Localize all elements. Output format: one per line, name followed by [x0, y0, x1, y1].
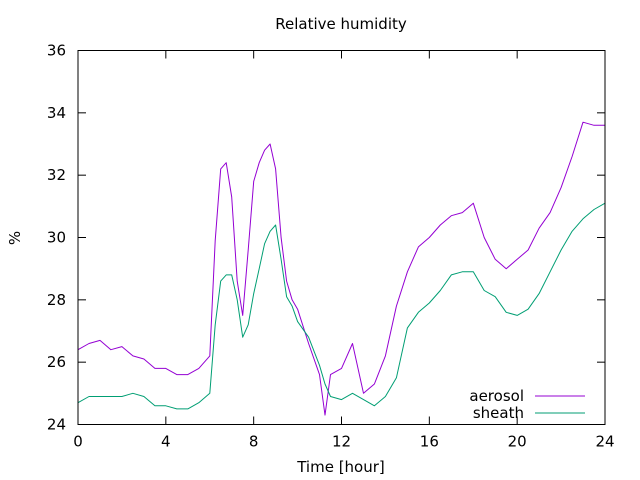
x-tick-label: 12: [332, 433, 351, 451]
x-tick-label: 0: [73, 433, 83, 451]
x-tick-label: 8: [249, 433, 259, 451]
legend-label-sheath: sheath: [473, 404, 524, 422]
y-tick-label: 34: [47, 104, 66, 122]
chart-title: Relative humidity: [275, 15, 407, 33]
x-axis-title: Time [hour]: [296, 458, 385, 476]
y-tick-label: 30: [47, 229, 66, 247]
x-tick-label: 4: [161, 433, 171, 451]
y-tick-label: 36: [47, 42, 66, 60]
legend-label-aerosol: aerosol: [469, 387, 524, 405]
series-layer: [77, 121, 606, 416]
x-tick-label: 24: [595, 433, 614, 451]
y-tick-label: 28: [47, 291, 66, 309]
series-line-sheath: [77, 202, 606, 410]
y-tick-label: 24: [47, 416, 66, 434]
y-tick-label: 26: [47, 353, 66, 371]
series-line-aerosol: [77, 121, 605, 416]
x-tick-label: 16: [420, 433, 439, 451]
y-axis-title: %: [6, 231, 24, 245]
legend: aerosol sheath: [469, 387, 585, 422]
y-tick-label: 32: [47, 166, 66, 184]
axes-layer: 0 4 8 12 16 20 24 24 26 28 30 32 34 36: [47, 42, 615, 451]
plot-frame: [77, 50, 606, 425]
x-tick-label: 20: [508, 433, 527, 451]
